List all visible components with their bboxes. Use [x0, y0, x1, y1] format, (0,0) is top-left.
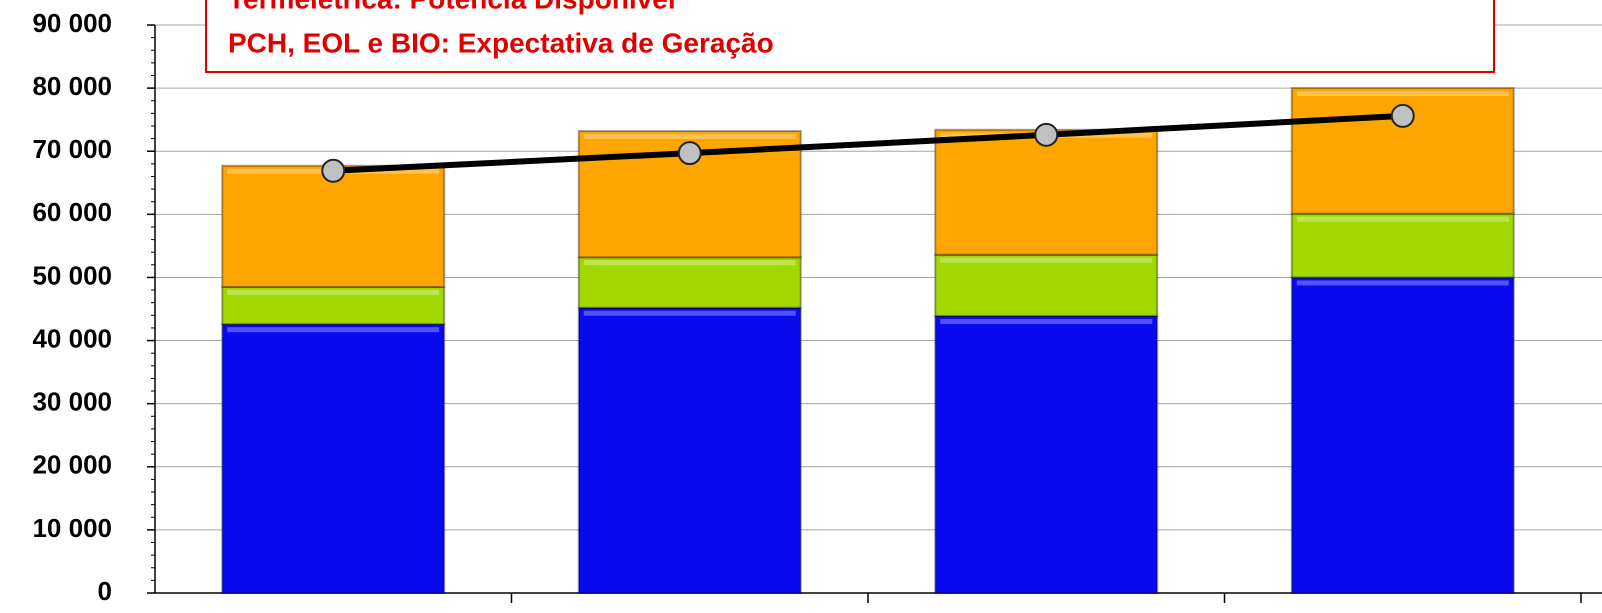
y-tick-label: 80 000 [32, 71, 112, 101]
y-tick-label: 30 000 [32, 387, 112, 417]
bar-highlight [227, 289, 440, 295]
bar-highlight [940, 257, 1153, 263]
y-tick-label: 0 [98, 576, 112, 606]
bar-highlight [1296, 280, 1509, 286]
bar-segment [577, 306, 802, 594]
bar-segment [934, 128, 1159, 256]
bar-highlight [583, 134, 796, 140]
bar-highlight [583, 260, 796, 266]
annotation: PCH, EOL e BIO: Expectativa de Geração [228, 27, 774, 58]
line-point [321, 158, 346, 183]
line-point [1390, 103, 1415, 128]
bar-highlight [1296, 91, 1509, 97]
bar-segment [1290, 276, 1515, 594]
y-tick-label: 60 000 [32, 197, 112, 227]
line-point [1034, 122, 1059, 147]
bar-highlight [1296, 216, 1509, 222]
y-tick-label: 40 000 [32, 323, 112, 353]
bar-highlight [227, 327, 440, 333]
bar-segment [221, 285, 446, 326]
bar-segment [934, 314, 1159, 594]
y-tick-label: 10 000 [32, 513, 112, 543]
bar-highlight [583, 310, 796, 316]
bar-segment [934, 253, 1159, 317]
line [333, 112, 1403, 174]
y-tick-label: 20 000 [32, 450, 112, 480]
line-point [677, 141, 702, 166]
bar-highlight [940, 318, 1153, 324]
bar-segment [221, 164, 446, 288]
y-tick-label: 70 000 [32, 134, 112, 164]
y-tick-label: 90 000 [32, 8, 112, 38]
annotation-box [205, 0, 1495, 73]
bar-segment [221, 323, 446, 594]
annotation: Termelétrica: Potência Disponível [228, 0, 676, 14]
bar-segment [1290, 212, 1515, 279]
y-tick-label: 50 000 [32, 260, 112, 290]
